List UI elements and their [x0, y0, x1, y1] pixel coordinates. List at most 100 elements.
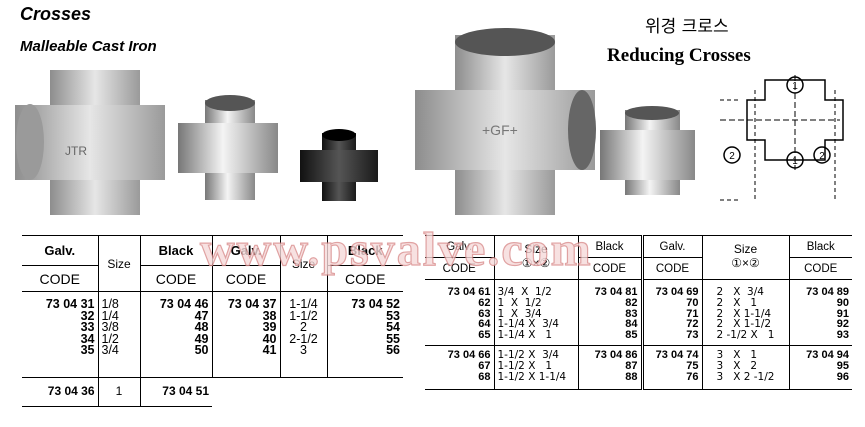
size-cell-line: 1/4: [101, 308, 119, 323]
black-code-cell-line: 53: [386, 308, 400, 323]
size-cell-line: 3: [300, 343, 307, 357]
galv-code-cell-line: 76: [686, 370, 699, 383]
size-cell-line: 3 X 2: [716, 359, 758, 372]
black-code-cell-line: 82: [625, 296, 638, 309]
code-header: CODE: [326, 265, 403, 292]
galv-code-cell: 73 04 61 62 63 64 65: [425, 279, 494, 346]
black-code-cell-line: 85: [625, 329, 638, 342]
galv-code-cell-line: 67: [478, 359, 491, 372]
black-code-cell: 73 04 89 90 91 92 93: [788, 279, 852, 346]
size-cell-line: 1/8: [101, 297, 119, 311]
size-cell: 1/8 1/4 3/8 1/2 3/4: [97, 291, 140, 378]
galv-header: Galv.: [425, 235, 494, 258]
page-title: Crosses: [20, 4, 92, 24]
size-cell-line: 1-1/2 X 3/4: [497, 349, 559, 361]
size-cell-line: 3 X 1: [716, 349, 758, 361]
galv-code-cell: 73 04 74 75 76: [640, 345, 702, 390]
black-code-cell: 73 04 81 82 83 84 85: [577, 279, 642, 346]
size-cell-line: 3/8: [101, 320, 119, 334]
black-code-cell-line: 84: [625, 318, 638, 331]
size-sub-label: ①×②: [521, 256, 551, 270]
equal-crosses-photos: JTR: [15, 70, 378, 215]
galv-code-cell-line: 73: [686, 329, 699, 342]
galv-code-cell-line: 34: [80, 331, 95, 346]
page-subtitle: Malleable Cast Iron: [20, 38, 157, 55]
size-cell-line: 1-1/4: [289, 297, 318, 311]
korean-title: 위경 크로스: [645, 17, 729, 37]
size-cell-line: 2 -1/2 X 1: [716, 329, 775, 342]
galv-code-cell-line: 38: [262, 308, 277, 323]
reducing-cross-diagram: [720, 75, 844, 201]
size-cell-line: 3/4: [101, 343, 119, 357]
galv-code-cell-line: 40: [262, 331, 277, 346]
size-header: Size: [279, 235, 327, 292]
diagram-label: 2: [819, 151, 825, 162]
size-cell: 1-1/4 1-1/2 2 2-1/2 3: [279, 291, 327, 378]
black-code-cell-line: 73 04 52: [351, 297, 400, 311]
size-cell-line: 3/4 X 1/2: [497, 286, 552, 298]
galv-code-cell-line: 73 04 61: [447, 286, 491, 298]
size-cell-line: 1/2: [101, 331, 119, 346]
black-header: Black: [326, 235, 403, 266]
small-reducing-cross-image: [600, 106, 695, 195]
black-cross-image: [300, 129, 378, 201]
size-cell-line: 1 X 3/4: [497, 307, 542, 320]
black-code-cell-line: 50: [194, 343, 209, 357]
black-code-cell-line: 90: [836, 296, 849, 309]
gf-reducing-cross-image: +GF+: [415, 28, 596, 215]
code-header: CODE: [139, 265, 212, 292]
diagram-label: 1: [792, 156, 798, 167]
code-header: CODE: [425, 257, 494, 280]
galv-code-cell: 73 04 69 70 71 72 73: [640, 279, 702, 346]
black-code-cell-line: 96: [836, 370, 849, 383]
size-cell-line: 2: [300, 320, 307, 334]
black-code-cell-line: 49: [194, 331, 209, 346]
black-code-cell: 73 04 52 53 54 55 56: [326, 291, 403, 378]
black-code-cell-line: 73 04 46: [159, 297, 209, 311]
svg-text:+GF+: +GF+: [482, 122, 518, 138]
galv-code-cell-line: 73 04 69: [655, 286, 699, 298]
galv-header: Galv.: [22, 235, 98, 266]
size-cell-line: 1-1/2 X 1-1/4: [497, 370, 567, 383]
galv-code-cell-line: 33: [80, 320, 95, 334]
galv-code-cell: 73 04 36: [22, 377, 98, 407]
large-galvanized-cross-image: JTR: [15, 70, 165, 215]
galv-code-cell-line: 73 04 66: [447, 349, 491, 361]
black-code-cell-line: 73 04 89: [806, 286, 849, 298]
galv-code-cell: 73 04 66 67 68: [425, 345, 494, 390]
galv-code-cell-line: 75: [686, 359, 699, 372]
size-header: Size ①×②: [493, 235, 578, 280]
black-code-cell-line: 55: [386, 331, 400, 346]
black-code-cell-line: 47: [194, 308, 209, 323]
code-header: CODE: [788, 257, 852, 280]
size-label: Size: [524, 242, 548, 256]
size-cell-line: 2 X 3/4: [716, 286, 764, 298]
galv-code-cell-line: 73 04 74: [655, 349, 699, 361]
black-code-cell-line: 91: [836, 307, 849, 320]
size-cell-line: 2 X 1-1/2: [716, 318, 772, 331]
reducing-title: Reducing Crosses: [607, 45, 751, 66]
black-header: Black: [788, 235, 852, 258]
galv-code-cell-line: 41: [262, 343, 277, 357]
black-code-cell-line: 73 04 94: [806, 349, 849, 361]
black-code-cell-line: 83: [625, 307, 638, 320]
galv-code-cell-line: 71: [686, 307, 699, 320]
black-code-cell: 73 04 46 47 48 49 50: [139, 291, 212, 378]
size-cell-line: 2 X 1-1/4: [716, 307, 772, 320]
size-header: Size ①×②: [701, 235, 789, 280]
black-code-cell: 73 04 94 95 96: [788, 345, 852, 390]
galv-code-cell: 73 04 37 38 39 40 41: [211, 291, 280, 378]
size-cell: 1-1/2 X 3/4 1-1/2 X 1 1-1/2 X 1-1/4: [493, 345, 578, 390]
black-code-cell-line: 92: [836, 318, 849, 331]
medium-galvanized-cross-image: [178, 95, 278, 200]
black-code-cell: 73 04 86 87 88: [577, 345, 642, 390]
galv-code-cell-line: 32: [80, 308, 95, 323]
galv-code-cell-line: 70: [686, 296, 699, 309]
code-header: CODE: [22, 265, 98, 292]
size-cell-line: 2-1/2: [289, 331, 318, 346]
size-cell-line: 3 X 2 -1/2: [716, 370, 775, 383]
galv-code-cell-line: 73 04 37: [227, 297, 277, 311]
size-header: Size: [97, 235, 140, 292]
galv-code-cell-line: 73 04 31: [45, 297, 95, 311]
